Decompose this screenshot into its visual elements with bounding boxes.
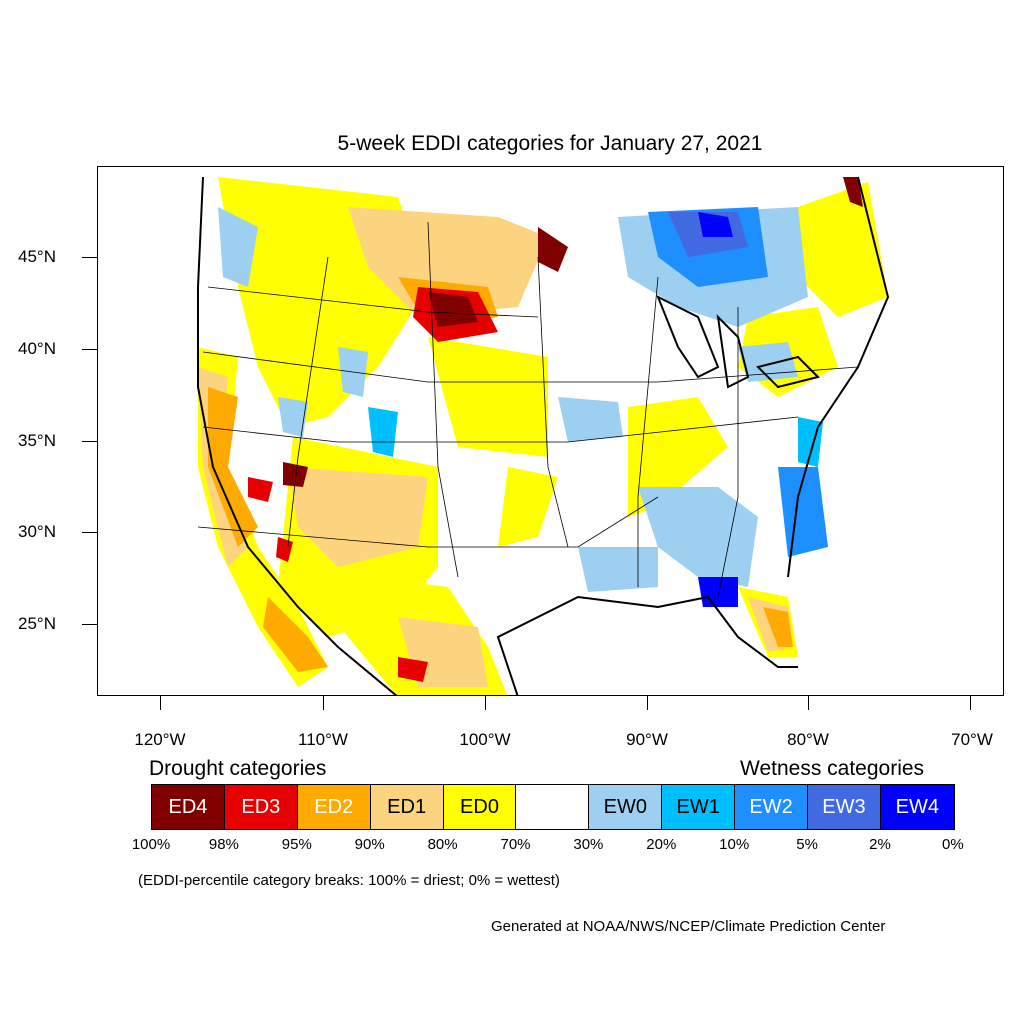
lon-tick (808, 696, 809, 710)
percentile-break-label: 90% (354, 836, 385, 853)
lat-tick (82, 257, 97, 258)
lat-label-30: 30°N (18, 522, 56, 541)
percentile-break-label: 95% (281, 836, 312, 853)
lon-tick (323, 696, 324, 710)
percentile-break-label: 20% (646, 836, 677, 853)
legend-cell-ew3: EW3 (808, 785, 881, 829)
drought-heading: Drought categories (149, 757, 327, 780)
percentile-break-label: 2% (869, 836, 891, 853)
percentile-break-label: 70% (500, 836, 531, 853)
lon-label-90: 90°W (626, 730, 668, 749)
ed1-regions (198, 207, 793, 687)
legend-cell-ew1: EW1 (662, 785, 736, 829)
lon-tick (485, 696, 486, 710)
ew-strong-regions (368, 207, 828, 607)
percentile-break-label: 100% (131, 836, 171, 853)
legend-cell-ed4: ED4 (152, 785, 225, 829)
lat-label-40: 40°N (18, 339, 56, 358)
lon-label-120: 120°W (134, 730, 186, 749)
lon-tick (160, 696, 161, 710)
legend-cell-ed3: ED3 (224, 785, 298, 829)
lat-tick (82, 441, 97, 442)
legend-cell-ed2: ED2 (297, 785, 371, 829)
legend-cell-ed0: ED0 (443, 785, 517, 829)
eddi-map (197, 176, 890, 695)
legend-cell-neutral (516, 785, 590, 829)
state-borders (197, 221, 859, 598)
lon-tick (970, 696, 971, 710)
legend-cell-ew0: EW0 (589, 785, 663, 829)
lat-label-35: 35°N (18, 431, 56, 450)
lon-label-100: 100°W (459, 730, 511, 749)
percentile-break-label: 5% (796, 836, 818, 853)
lon-label-80: 80°W (787, 730, 829, 749)
percentile-break-label: 30% (573, 836, 604, 853)
category-colorbar: ED4 ED3 ED2 ED1 ED0 EW0 EW1 EW2 EW3 EW4 (151, 784, 955, 830)
lon-label-70: 70°W (951, 730, 993, 749)
percentile-break-label: 98% (208, 836, 239, 853)
percentile-break-label: 0% (942, 836, 964, 853)
credit-line: Generated at NOAA/NWS/NCEP/Climate Predi… (491, 918, 886, 935)
lat-tick (82, 349, 97, 350)
lat-tick (82, 532, 97, 533)
breaks-note: (EDDI-percentile category breaks: 100% =… (138, 872, 560, 889)
lat-tick (82, 624, 97, 625)
legend-cell-ew2: EW2 (735, 785, 809, 829)
lat-label-45: 45°N (18, 247, 56, 266)
legend-cell-ew4: EW4 (880, 785, 954, 829)
coastlines (197, 176, 890, 695)
percentile-break-label: 10% (719, 836, 750, 853)
map-panel (97, 166, 1004, 696)
wetness-heading: Wetness categories (740, 757, 925, 780)
legend-cell-ed1: ED1 (370, 785, 444, 829)
percentile-break-label: 80% (427, 836, 458, 853)
lon-tick (647, 696, 648, 710)
lon-label-110: 110°W (298, 730, 348, 749)
lat-label-25: 25°N (18, 614, 56, 633)
map-title: 5-week EDDI categories for January 27, 2… (337, 132, 763, 155)
